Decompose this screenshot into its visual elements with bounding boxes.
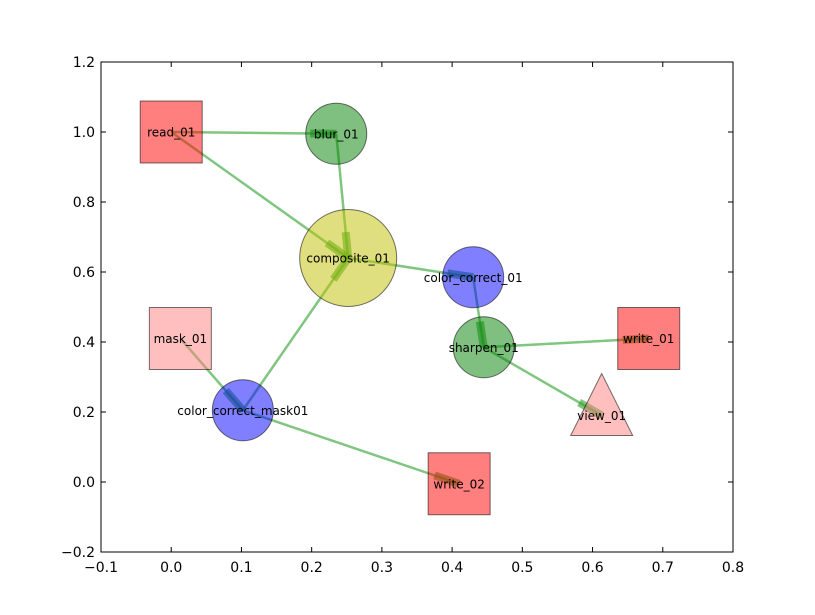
node-read_01[interactable]	[139, 100, 203, 164]
node-sharpen_01[interactable]	[452, 316, 515, 379]
y-tick-label: 1.0	[73, 125, 95, 141]
x-tick-label: 0.6	[581, 560, 603, 576]
edge-color_correct_mask01-to-write_02	[242, 409, 460, 485]
y-tick-label: 0.6	[73, 265, 95, 281]
node-write_02[interactable]	[427, 452, 491, 516]
node-label-blur_01: blur_01	[314, 127, 359, 141]
x-tick-label: 0.8	[722, 560, 744, 576]
node-label-composite_01: composite_01	[306, 252, 390, 266]
y-tick-label: 0.8	[73, 195, 95, 211]
x-tick-label: −0.1	[84, 560, 118, 576]
y-tick-label: 0.2	[73, 405, 95, 421]
x-tick-label: 0.3	[371, 560, 393, 576]
axes-layer: −0.1 0.0 0.1 0.2 0.3 0.4 0.5 0.6 0.7 0.8 −0.2 0.0 0.…	[61, 55, 744, 576]
node-mask_01[interactable]	[148, 307, 212, 370]
x-tick-label: 0.7	[652, 560, 674, 576]
y-tick-label: −0.2	[61, 545, 95, 561]
node-write_01[interactable]	[617, 307, 681, 370]
node-label-view_01: view_01	[577, 409, 626, 423]
node-label-write_01: write_01	[623, 332, 674, 346]
x-tick-label: 0.4	[441, 560, 463, 576]
x-tick-label: 0.1	[230, 560, 252, 576]
node-label-color_correct_mask01: color_correct_mask01	[177, 404, 308, 418]
plot-frame	[100, 61, 734, 553]
node-label-mask_01: mask_01	[154, 332, 208, 346]
node-label-color_correct_01: color_correct_01	[424, 271, 523, 285]
node-label-write_02: write_02	[433, 477, 484, 491]
node-label-sharpen_01: sharpen_01	[449, 341, 519, 355]
x-tick-label: 0.2	[301, 560, 323, 576]
node-color_correct_mask01[interactable]	[211, 379, 274, 442]
node-color_correct_01[interactable]	[442, 246, 505, 309]
y-tick-label: 0.4	[73, 335, 95, 351]
x-tick-label: 0.0	[160, 560, 182, 576]
nodes-layer	[139, 100, 681, 516]
node-label-read_01: read_01	[147, 126, 195, 140]
node-blur_01[interactable]	[305, 102, 368, 165]
y-tick-label: 1.2	[73, 55, 95, 71]
x-tick-label: 0.5	[511, 560, 533, 576]
node-view_01[interactable]	[569, 372, 634, 436]
y-tick-label: 0.0	[73, 475, 95, 491]
labels-layer: read_01 blur_01 composite_01 color_correct_…	[147, 126, 674, 492]
node-composite_01[interactable]	[299, 209, 398, 307]
